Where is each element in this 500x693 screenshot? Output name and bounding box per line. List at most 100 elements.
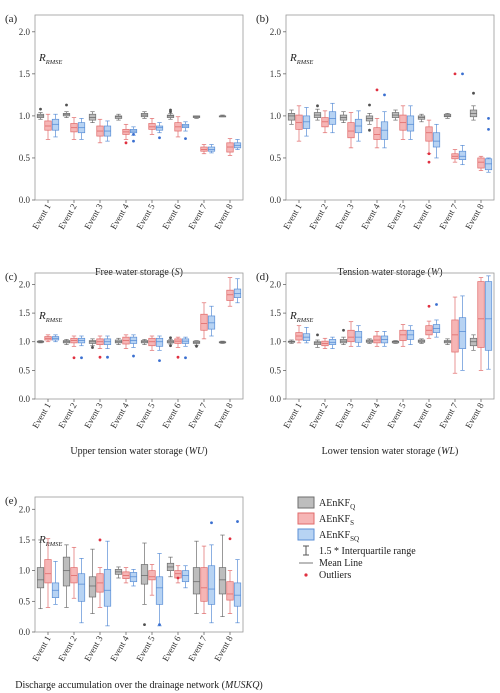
box-s: [321, 337, 329, 349]
box-sq: [233, 139, 242, 150]
box-s: [44, 113, 52, 140]
outlier-point: [98, 355, 102, 359]
box-sq: [51, 561, 60, 605]
outlier-point: [435, 303, 438, 306]
box-sq: [77, 558, 86, 624]
box-s: [96, 118, 104, 144]
x-tick-label: Event 7: [437, 202, 460, 231]
outlier-point: [169, 108, 172, 112]
outlier-point: [184, 356, 187, 360]
iqr-box: [295, 114, 303, 130]
y-axis-label: RRMSE: [289, 52, 313, 66]
box-sq: [51, 113, 60, 138]
outlier-point: [169, 344, 172, 348]
box-s: [96, 538, 104, 608]
y-tick-label: 2.0: [270, 27, 282, 37]
outlier-point: [427, 152, 431, 156]
box-sq: [77, 118, 86, 140]
iqr-box: [51, 118, 60, 131]
y-tick-label: 2.0: [270, 279, 282, 289]
iqr-box: [443, 113, 452, 118]
box-sq: [302, 327, 311, 344]
iqr-box: [458, 150, 467, 160]
y-tick-label: 1.0: [270, 111, 282, 121]
x-tick-label: Event 6: [411, 401, 434, 430]
panel-label: (e): [5, 495, 18, 507]
iqr-box: [155, 337, 164, 347]
box-s: [399, 105, 407, 140]
box-sq: [181, 565, 190, 589]
x-tick-label: Event 6: [411, 202, 434, 231]
y-tick-label: 1.0: [19, 111, 31, 121]
iqr-box: [226, 142, 234, 153]
iqr-box: [233, 582, 242, 607]
x-tick-label: Event 7: [186, 202, 209, 231]
iqr-box: [484, 281, 493, 351]
box-q: [469, 91, 478, 121]
y-tick-label: 0.0: [270, 394, 282, 404]
box-sq: [129, 569, 138, 587]
box-s: [96, 335, 104, 359]
box-sq: [155, 553, 164, 627]
outlier-point: [158, 359, 161, 363]
panel-label: (c): [5, 271, 18, 283]
outlier-point: [236, 520, 239, 523]
iqr-box: [103, 569, 112, 607]
outlier-point: [195, 344, 198, 348]
box-sq: [354, 110, 363, 142]
iqr-box: [406, 115, 415, 132]
box-s: [148, 118, 156, 135]
outlier-point: [124, 141, 128, 145]
box-q: [365, 103, 374, 132]
plot-frame: [34, 272, 244, 400]
x-tick-label: Event 5: [134, 634, 157, 663]
iqr-box: [458, 317, 467, 349]
box-sq: [380, 331, 389, 347]
x-axis-label: Lower tension water storage (WL): [322, 446, 459, 457]
box-sq: [406, 105, 415, 140]
box-sq: [328, 102, 337, 134]
iqr-box: [347, 122, 355, 139]
outlier-point: [143, 623, 146, 627]
outlier-point: [98, 538, 102, 542]
box-sq: [233, 520, 242, 624]
x-tick-label: Event 7: [186, 401, 209, 430]
x-tick-label: Event 1: [281, 202, 304, 231]
box-q: [62, 103, 71, 118]
iqr-box: [226, 289, 234, 301]
x-tick-label: Event 2: [307, 401, 330, 430]
iqr-box: [207, 146, 216, 152]
x-axis-label: Discharge accumulation over the drainage…: [15, 680, 263, 691]
x-tick-label: Event 5: [134, 401, 157, 430]
box-sq: [432, 303, 441, 338]
box-s: [226, 138, 234, 156]
outlier-point: [132, 133, 135, 136]
y-axis-label: RRMSE: [38, 534, 62, 548]
outlier-point: [375, 88, 379, 92]
y-tick-label: 1.5: [270, 308, 282, 318]
box-sq: [129, 334, 138, 358]
outlier-point: [427, 304, 431, 308]
x-tick-label: Event 3: [82, 401, 105, 430]
iqr-box: [347, 329, 355, 343]
iqr-box: [200, 146, 208, 152]
x-tick-label: Event 8: [212, 634, 235, 663]
box-q: [192, 540, 201, 614]
iqr-box: [380, 121, 389, 140]
outlier-point: [158, 136, 161, 140]
iqr-box: [62, 113, 71, 117]
box-s: [174, 336, 182, 359]
x-tick-label: Event 8: [463, 401, 486, 430]
x-tick-label: Event 4: [359, 202, 382, 231]
box-q: [365, 338, 374, 344]
box-s: [122, 567, 130, 584]
box-q: [443, 338, 452, 345]
panel-label: (b): [256, 13, 269, 25]
box-q: [192, 340, 201, 348]
plot-frame: [285, 14, 495, 201]
box-sq: [103, 120, 112, 142]
plot-frame: [34, 14, 244, 201]
